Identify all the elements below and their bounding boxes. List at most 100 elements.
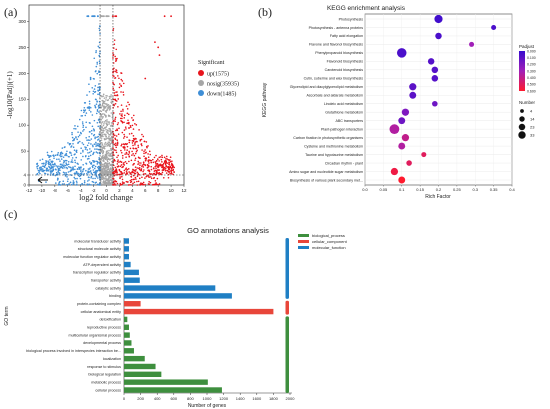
down-point: [71, 157, 74, 159]
down-point: [92, 177, 94, 180]
up-point: [113, 94, 116, 97]
kegg-pathway-label: Carotenoid biosynthesis: [325, 68, 364, 72]
up-point: [118, 168, 121, 171]
up-point: [114, 120, 116, 123]
down-point: [60, 165, 63, 168]
down-point: [82, 126, 84, 129]
up-point: [117, 159, 119, 161]
kegg-pathway-label: Photosynthesis - antenna proteins: [309, 26, 364, 30]
down-point: [66, 180, 69, 183]
up-point: [147, 153, 149, 155]
down-point: [71, 136, 74, 139]
up-point: [120, 72, 122, 74]
capped-point: [112, 15, 114, 18]
down-point: [48, 161, 50, 164]
down-point: [89, 122, 91, 124]
up-point: [128, 141, 131, 144]
nosig-point: [107, 158, 109, 161]
up-point: [120, 110, 122, 113]
go-term-label: binding: [109, 294, 121, 298]
up-point: [134, 123, 136, 125]
down-point: [61, 163, 63, 166]
down-point: [93, 129, 95, 131]
nosig-point: [102, 164, 104, 166]
go-x-tick-label: 2000: [286, 396, 296, 401]
down-point: [39, 159, 41, 161]
down-point: [96, 152, 99, 154]
down-point: [47, 160, 49, 163]
nosig-point: [107, 114, 110, 117]
down-point: [39, 172, 41, 175]
up-point: [121, 115, 123, 117]
up-point: [114, 159, 116, 162]
up-point: [153, 156, 156, 159]
go-legend: biological_process cellular_component mo…: [298, 233, 348, 250]
down-point: [81, 122, 84, 125]
up-point: [168, 161, 170, 164]
up-point: [120, 104, 123, 106]
nosig-point: [105, 111, 108, 113]
up-point: [113, 171, 116, 173]
up-point: [163, 156, 166, 159]
panel-label-c: (c): [4, 207, 17, 221]
down-point: [57, 178, 59, 180]
down-point: [71, 133, 73, 136]
nosig-point: [109, 164, 111, 167]
down-point: [50, 150, 53, 153]
up-point: [112, 164, 115, 167]
nosig-point: [102, 154, 104, 157]
up-point: [120, 151, 123, 154]
down-point: [54, 182, 57, 184]
down-point: [44, 172, 47, 175]
down-point: [83, 111, 85, 114]
up-point: [123, 114, 126, 117]
nosig-point: [107, 132, 109, 135]
up-point: [115, 129, 117, 132]
up-point: [159, 173, 162, 175]
nosig-point: [111, 138, 113, 140]
kegg-x-tick-label: 0.25: [453, 187, 462, 192]
down-point: [87, 155, 90, 158]
down-point: [57, 168, 60, 171]
up-point: [154, 165, 157, 168]
up-point: [113, 43, 116, 46]
down-point: [80, 159, 83, 161]
down-point: [88, 151, 91, 154]
up-point: [112, 120, 114, 123]
go-bar: [124, 246, 129, 252]
nosig-point: [107, 99, 110, 101]
down-point: [77, 141, 80, 144]
up-point: [125, 170, 128, 172]
up-point: [141, 149, 143, 151]
kegg-dot: [406, 160, 412, 166]
down-point: [84, 148, 87, 150]
up-point: [131, 124, 134, 127]
nosig-point: [109, 138, 111, 141]
nosig-point: [102, 112, 104, 115]
up-point: [157, 46, 160, 49]
down-point: [79, 177, 82, 180]
up-point: [130, 175, 132, 178]
kegg-pathway-label: ABC transporters: [335, 119, 363, 123]
up-point: [143, 169, 145, 171]
up-point: [114, 144, 117, 147]
down-point: [99, 126, 101, 128]
up-point: [132, 168, 134, 171]
go-term-label: structural molecule activity: [78, 247, 121, 251]
up-point: [126, 136, 128, 138]
volcano-x-axis: -12 -10 -8 -6 -4 -2 0 2 4 6 8 10 12: [26, 185, 187, 193]
up-point: [156, 177, 159, 180]
down-point: [96, 72, 99, 75]
up-point: [141, 164, 144, 166]
up-point: [114, 138, 117, 141]
volcano-x-tick-label: -4: [79, 188, 83, 193]
down-point: [94, 165, 97, 168]
nosig-point: [102, 124, 105, 127]
up-point: [119, 177, 121, 180]
up-point: [136, 171, 139, 174]
capped-point: [115, 15, 118, 18]
nosig-point: [101, 127, 104, 129]
up-point: [127, 153, 130, 156]
nosig-point: [108, 133, 110, 136]
down-point: [92, 92, 94, 95]
